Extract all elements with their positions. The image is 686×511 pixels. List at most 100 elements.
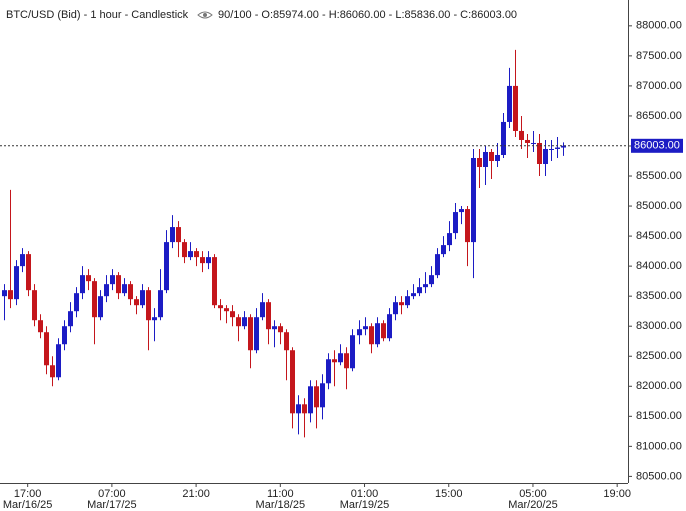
candle-body — [375, 323, 380, 345]
candle-body — [435, 254, 440, 276]
candle-body — [314, 386, 319, 408]
candle-body — [38, 320, 43, 333]
y-tick-label: 80500.00 — [636, 470, 682, 482]
candle-body — [176, 227, 181, 243]
x-tick-date: Mar/20/25 — [508, 499, 558, 511]
x-tick-label: 21:00 — [182, 488, 210, 500]
candle-body — [477, 157, 482, 168]
candle-body — [399, 302, 404, 306]
candle-body — [200, 257, 205, 264]
candle-body — [459, 209, 464, 213]
y-tick-label: 86500.00 — [636, 110, 682, 122]
candle-body — [471, 157, 476, 243]
candle-body — [116, 275, 121, 294]
candle-body — [146, 290, 151, 321]
candle-body — [381, 323, 386, 339]
candle-body — [357, 329, 362, 336]
candle-body — [80, 275, 85, 294]
y-tick-label: 85000.00 — [636, 200, 682, 212]
y-tick-label: 83500.00 — [636, 290, 682, 302]
x-tick-label: 15:00 — [435, 488, 463, 500]
candle-body — [519, 130, 524, 140]
y-tick-label: 88000.00 — [636, 20, 682, 32]
candle-body — [218, 305, 223, 309]
candle-body — [266, 302, 271, 330]
candle-body — [254, 317, 259, 351]
y-tick-label: 85500.00 — [636, 170, 682, 182]
candle-body — [86, 275, 91, 282]
candle-body — [236, 317, 241, 327]
candle-body — [344, 353, 349, 369]
y-tick-label: 82000.00 — [636, 380, 682, 392]
candle-body — [489, 151, 494, 161]
candle-body — [122, 284, 127, 294]
candle-body — [8, 290, 13, 300]
candle-body — [152, 317, 157, 321]
candle-body — [369, 326, 374, 345]
candle-body — [423, 284, 428, 288]
candle-body — [302, 404, 307, 414]
candle-body — [387, 314, 392, 339]
x-tick-label: 19:00 — [603, 488, 631, 500]
candle-body — [537, 142, 542, 165]
candle-body — [543, 148, 548, 165]
candle-body — [525, 139, 530, 143]
candle-body — [308, 386, 313, 414]
candle-body — [549, 148, 554, 150]
candle-body — [447, 233, 452, 246]
candle-body — [338, 353, 343, 363]
candle-body — [278, 326, 283, 333]
y-tick-label: 81500.00 — [636, 410, 682, 422]
candle-body — [495, 154, 500, 161]
candle-body — [158, 290, 163, 318]
x-tick-label: 01:00 — [351, 488, 379, 500]
y-tick-label: 82500.00 — [636, 350, 682, 362]
price-label: 86003.00 — [634, 140, 680, 152]
price-label-box — [631, 138, 683, 153]
candle-body — [92, 281, 97, 318]
candle-body — [134, 299, 139, 306]
candle-body — [62, 326, 67, 345]
candle-body — [507, 85, 512, 122]
candle-body — [188, 251, 193, 258]
candle-body — [128, 284, 133, 300]
y-tick-label: 87500.00 — [636, 50, 682, 62]
candle-body — [20, 254, 25, 267]
candle-body — [68, 311, 73, 327]
chart-title: BTC/USD (Bid) - 1 hour - Candlestick — [6, 9, 189, 21]
x-tick-date: Mar/19/25 — [340, 499, 390, 511]
candle-body — [296, 404, 301, 414]
candle-body — [206, 257, 211, 264]
x-tick-label: 07:00 — [98, 488, 126, 500]
candle-body — [248, 317, 253, 351]
x-tick-date: Mar/17/25 — [87, 499, 137, 511]
y-tick-label: 81000.00 — [636, 440, 682, 452]
candle-body — [465, 209, 470, 243]
candle-body — [110, 275, 115, 285]
x-tick-date: Mar/18/25 — [256, 499, 306, 511]
candle-body — [411, 293, 416, 297]
candle-body — [363, 326, 368, 330]
candle-body — [2, 290, 7, 297]
candle-body — [513, 85, 518, 131]
candle-body — [182, 242, 187, 258]
candle-body — [170, 227, 175, 243]
candle-body — [260, 302, 265, 318]
candle-body — [50, 365, 55, 378]
candle-body — [284, 332, 289, 351]
candle-body — [230, 311, 235, 318]
candle-body — [501, 121, 506, 155]
candle-body — [164, 242, 169, 291]
candle-body — [393, 302, 398, 315]
candle-body — [290, 350, 295, 414]
candle-body — [531, 142, 536, 144]
candle-body — [242, 317, 247, 327]
candle-body — [326, 359, 331, 384]
candle-body — [453, 212, 458, 234]
candle-body — [74, 293, 79, 312]
candle-body — [212, 257, 217, 306]
y-tick-label: 87000.00 — [636, 80, 682, 92]
eye-icon — [197, 11, 213, 19]
